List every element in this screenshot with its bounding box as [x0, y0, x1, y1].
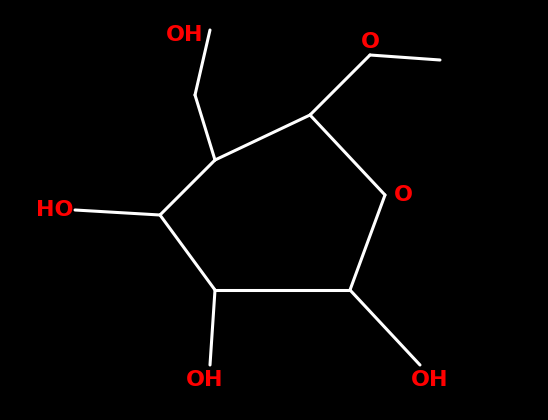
Text: OH: OH	[186, 370, 224, 390]
Text: HO: HO	[36, 200, 74, 220]
Text: OH: OH	[411, 370, 449, 390]
Text: O: O	[361, 32, 380, 52]
Text: OH: OH	[166, 25, 204, 45]
Text: O: O	[393, 185, 413, 205]
